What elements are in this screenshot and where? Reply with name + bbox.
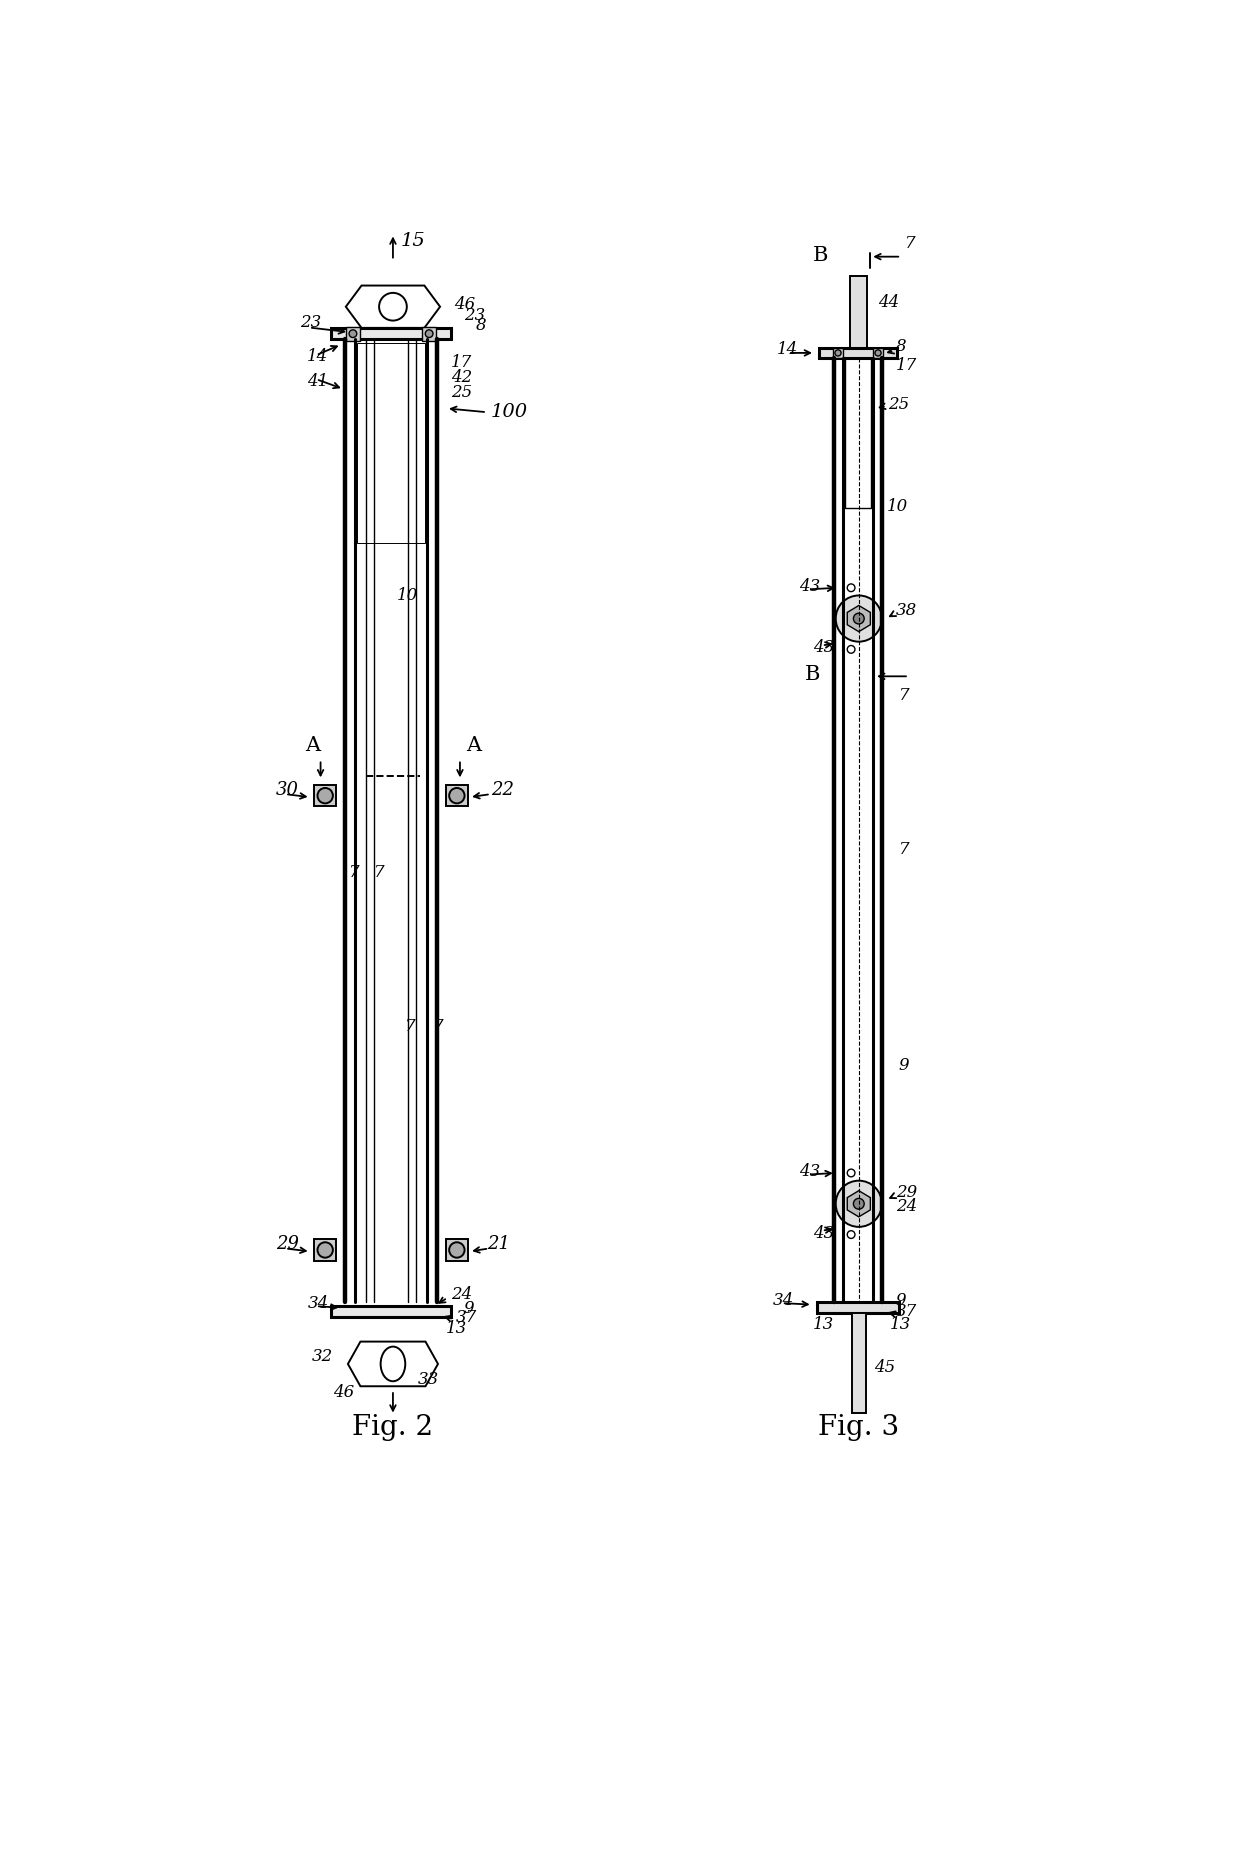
Text: 44: 44: [878, 294, 899, 311]
Text: 8: 8: [895, 339, 906, 356]
Bar: [446, 1239, 467, 1261]
Bar: [315, 1239, 336, 1261]
Text: 45: 45: [874, 1358, 895, 1375]
Text: 10: 10: [397, 587, 418, 604]
Text: 23: 23: [300, 315, 322, 332]
Text: A: A: [305, 736, 320, 755]
Circle shape: [425, 330, 433, 337]
Text: 38: 38: [895, 602, 918, 619]
Text: 37: 37: [895, 1302, 918, 1321]
Text: 21: 21: [487, 1235, 510, 1252]
Text: 34: 34: [309, 1295, 330, 1312]
Text: 13: 13: [812, 1315, 833, 1334]
Text: 37: 37: [456, 1310, 477, 1326]
Circle shape: [853, 613, 864, 624]
Bar: [851, 276, 867, 352]
Text: 42: 42: [450, 369, 472, 386]
Circle shape: [836, 1181, 882, 1228]
Text: 41: 41: [306, 373, 327, 389]
Text: 24: 24: [450, 1285, 472, 1302]
Circle shape: [875, 350, 882, 356]
Text: 7: 7: [899, 840, 909, 859]
Text: 29: 29: [895, 1185, 918, 1202]
Bar: [422, 326, 436, 341]
Circle shape: [449, 788, 465, 803]
Text: 9: 9: [899, 1056, 909, 1073]
Text: 100: 100: [491, 402, 528, 421]
Text: 43: 43: [800, 1163, 821, 1179]
Bar: [817, 1302, 899, 1313]
Text: 43: 43: [800, 578, 821, 594]
Text: A: A: [466, 736, 481, 755]
Text: 25: 25: [450, 384, 472, 401]
Text: 24: 24: [895, 1198, 918, 1215]
Text: 46: 46: [454, 296, 475, 313]
Text: B: B: [805, 665, 821, 684]
Bar: [818, 348, 898, 358]
Text: 25: 25: [888, 397, 909, 414]
Bar: [446, 784, 467, 807]
Bar: [852, 1313, 866, 1414]
Text: 34: 34: [773, 1291, 794, 1308]
Text: 7: 7: [404, 1019, 415, 1036]
Text: 7: 7: [905, 235, 915, 252]
Text: 32: 32: [312, 1347, 334, 1366]
Text: 14: 14: [776, 341, 797, 358]
Text: 8: 8: [475, 317, 486, 335]
Text: 7: 7: [373, 864, 384, 881]
Polygon shape: [847, 1190, 870, 1217]
Text: 30: 30: [277, 781, 299, 799]
Circle shape: [317, 788, 332, 803]
Bar: [873, 348, 883, 358]
Text: 15: 15: [401, 233, 425, 250]
Circle shape: [835, 350, 841, 356]
Polygon shape: [847, 605, 870, 632]
Circle shape: [317, 1243, 332, 1258]
Bar: [357, 343, 425, 544]
Text: 10: 10: [887, 499, 908, 516]
Circle shape: [836, 596, 882, 641]
Text: 23: 23: [465, 307, 486, 324]
Text: 43: 43: [812, 639, 833, 656]
Text: 9: 9: [464, 1300, 475, 1317]
Circle shape: [350, 330, 357, 337]
Text: 33: 33: [418, 1371, 439, 1388]
Text: Fig. 2: Fig. 2: [352, 1414, 434, 1440]
Text: 7: 7: [350, 864, 360, 881]
Text: 9: 9: [895, 1291, 906, 1308]
Bar: [315, 784, 336, 807]
Bar: [331, 328, 450, 339]
Text: 7: 7: [899, 687, 909, 704]
Circle shape: [853, 1198, 864, 1209]
Text: Fig. 3: Fig. 3: [818, 1414, 899, 1440]
Text: 14: 14: [306, 348, 327, 365]
Bar: [844, 358, 872, 509]
Text: 13: 13: [446, 1321, 467, 1338]
Text: 17: 17: [895, 356, 918, 374]
Text: 17: 17: [450, 354, 472, 371]
Bar: [331, 1306, 450, 1317]
Circle shape: [449, 1243, 465, 1258]
Bar: [346, 326, 360, 341]
Bar: [832, 348, 843, 358]
Text: 29: 29: [277, 1235, 299, 1252]
Text: 13: 13: [889, 1315, 911, 1334]
Text: 7: 7: [433, 1019, 444, 1036]
Text: 46: 46: [332, 1384, 355, 1401]
Text: B: B: [812, 246, 828, 265]
Text: 22: 22: [491, 781, 513, 799]
Text: 43: 43: [812, 1224, 833, 1241]
